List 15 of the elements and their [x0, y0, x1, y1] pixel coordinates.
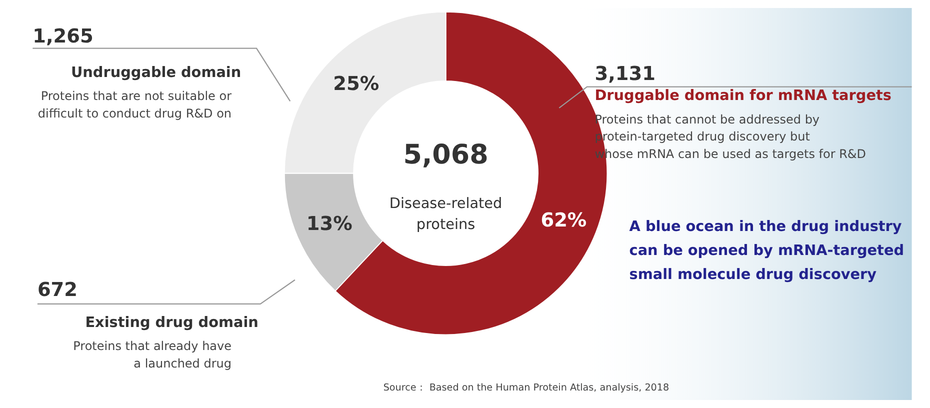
data-label: 25%	[333, 72, 380, 96]
slice-label: Druggable domain for mRNA targets	[594, 88, 892, 104]
text: 3,131	[594, 62, 656, 86]
text: 672	[37, 278, 78, 302]
text: A blue ocean in the drug industry can be opened by mRNA-targeted small molecule drug discovery	[629, 218, 904, 283]
data-label: 13%	[306, 212, 352, 236]
text: Proteins that are not suitable or difficult to conduct drug R&D on	[38, 89, 232, 121]
text: 5,068	[403, 140, 488, 171]
text: 1,265	[32, 24, 94, 48]
slice-label: Undruggable domain	[70, 65, 242, 82]
source-note: Source： Based on the Human Protein Atlas, analysis, 2018	[383, 382, 670, 394]
text: Disease-related proteins	[389, 196, 502, 233]
text: Proteins that already have a launched drug	[73, 339, 232, 370]
data-label: 62%	[540, 208, 587, 232]
slice-label: Existing drug domain	[85, 314, 258, 331]
